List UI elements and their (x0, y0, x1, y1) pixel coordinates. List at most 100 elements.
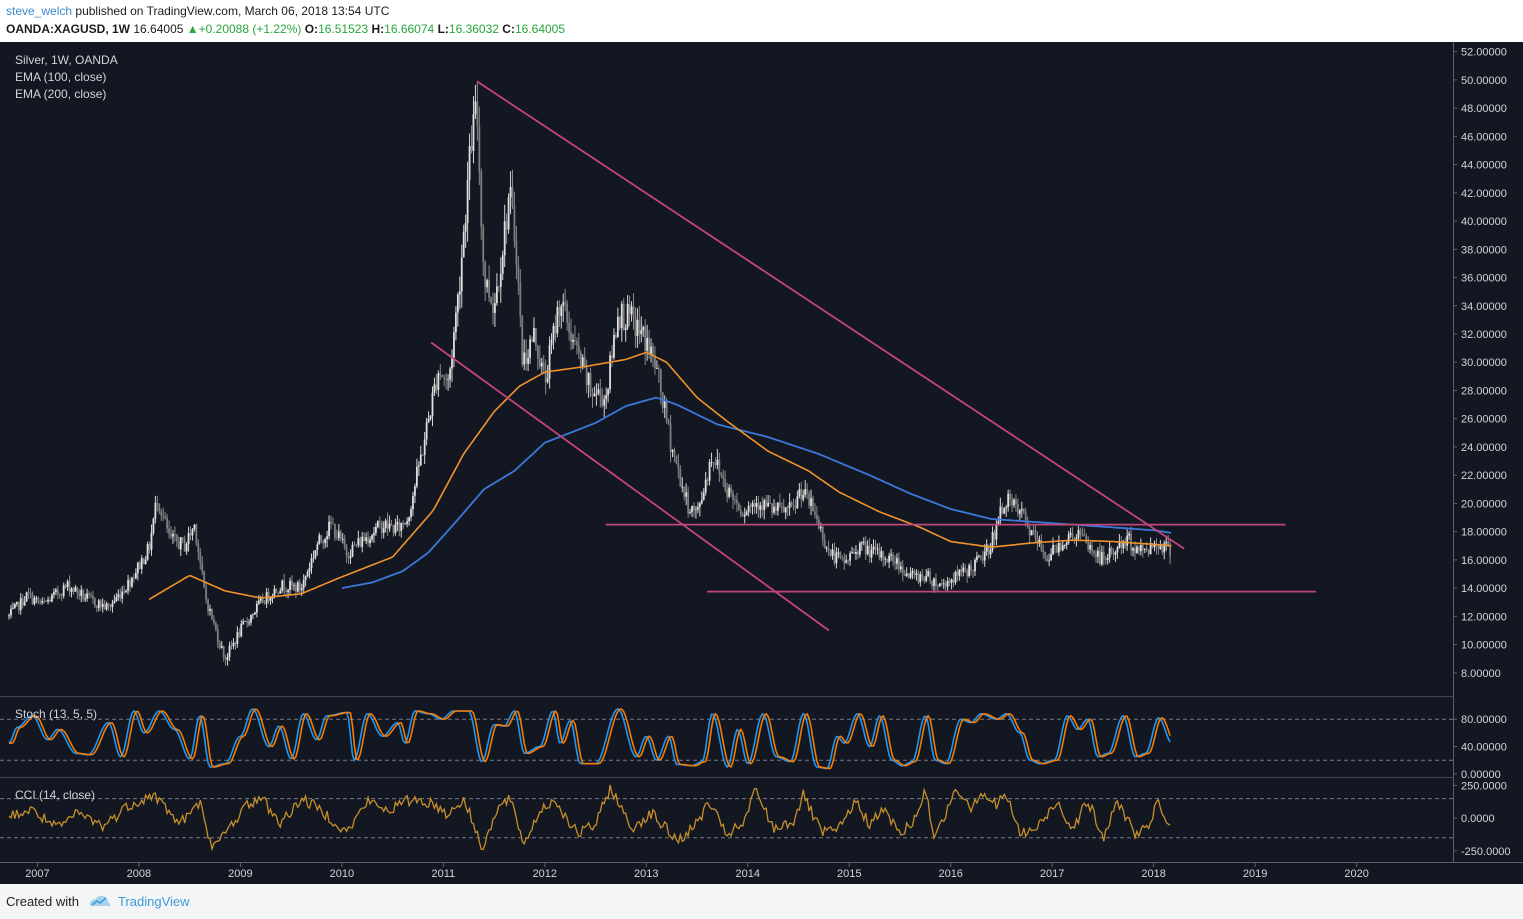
price-tick-label: 40.00000 (1461, 216, 1507, 228)
candle-body (261, 596, 264, 603)
candle-body (84, 598, 87, 600)
open-label: O: (304, 22, 319, 36)
cci-pane[interactable] (0, 784, 1453, 852)
candle-body (1034, 530, 1037, 538)
candle-body (792, 505, 795, 506)
candle-body (45, 601, 48, 603)
candle-body (773, 506, 775, 513)
candle-body (505, 221, 508, 230)
candle-body (92, 596, 94, 599)
ema100-line (148, 351, 1172, 601)
candle-body (232, 642, 235, 647)
candle-body (1161, 544, 1164, 553)
tradingview-link[interactable]: TradingView (118, 894, 190, 909)
trendline[interactable] (430, 341, 830, 632)
candle-body (103, 603, 106, 610)
candle-body (896, 557, 898, 564)
candle-body (494, 303, 496, 313)
candle-body (747, 505, 750, 512)
candle-body (343, 538, 346, 547)
candle-body (400, 522, 403, 531)
stoch-pane[interactable] (0, 707, 1453, 770)
candle-body (433, 384, 436, 393)
candle-body (1093, 551, 1095, 554)
candle-body (536, 345, 539, 359)
candle-body (384, 520, 387, 529)
candle-body (488, 280, 490, 298)
candle-body (443, 377, 446, 379)
candle-body (277, 592, 280, 594)
candle-body (429, 415, 432, 419)
candle-body (710, 462, 713, 463)
candle-body (974, 559, 976, 572)
candle-body (511, 187, 514, 206)
candle-body (1143, 548, 1146, 550)
candle-body (550, 339, 553, 345)
candle-body (771, 503, 773, 513)
candle-body (1075, 538, 1078, 540)
candle-body (82, 589, 85, 599)
candle-body (833, 549, 836, 564)
candle-body (1020, 508, 1023, 511)
candle-body (49, 599, 51, 602)
candle-body (35, 597, 38, 599)
candle-body (665, 400, 668, 422)
candle-body (23, 601, 26, 606)
candle-body (880, 551, 883, 558)
candle-body (695, 509, 697, 511)
author-link[interactable]: steve_welch (6, 4, 73, 18)
candle-body (839, 552, 842, 558)
candle-body (406, 521, 409, 524)
candle-body (517, 264, 520, 283)
candle-body (784, 507, 787, 513)
candle-body (1089, 545, 1092, 550)
candle-body (814, 511, 816, 515)
chart-header: steve_welch published on TradingView.com… (0, 0, 1523, 44)
candle-body (759, 505, 762, 510)
candle-body (509, 187, 512, 198)
candle-body (230, 645, 233, 647)
candle-body (521, 315, 524, 365)
candle-body (392, 525, 395, 534)
candle-body (17, 601, 20, 611)
candle-body (542, 362, 545, 371)
candle-body (347, 555, 350, 559)
candle-body (455, 312, 457, 333)
price-pane[interactable] (8, 80, 1317, 666)
candle-body (263, 602, 266, 604)
candle-body (903, 574, 906, 576)
candle-body (68, 581, 71, 592)
stoch-tick-label: 40.00000 (1461, 742, 1507, 754)
candle-body (976, 556, 978, 560)
candle-body (1141, 545, 1144, 550)
candle-body (718, 459, 721, 474)
price-tick-label: 28.00000 (1461, 385, 1507, 397)
candle-body (572, 339, 574, 343)
candle-body (242, 621, 245, 624)
candle-body (361, 536, 364, 547)
candle-body (1015, 499, 1017, 504)
candle-body (294, 584, 297, 592)
candle-body (1134, 548, 1136, 554)
cci-tick-label: 250.0000 (1461, 781, 1507, 793)
candle-body (624, 327, 627, 331)
price-tick-label: 20.00000 (1461, 498, 1507, 510)
candle-body (1159, 544, 1162, 549)
candle-body (1098, 550, 1101, 565)
candle-body (829, 549, 832, 556)
candle-body (843, 557, 846, 563)
candle-body (776, 502, 779, 511)
trendline[interactable] (476, 80, 1185, 550)
candle-body (47, 599, 49, 602)
legend-title: Silver, 1W, OANDA (15, 53, 118, 67)
candle-body (972, 570, 974, 572)
candle-body (583, 357, 586, 366)
candle-body (93, 598, 96, 606)
candle-body (408, 517, 410, 522)
candle-body (460, 257, 463, 292)
candle-body (1112, 552, 1115, 555)
chart-area[interactable]: 8.00000 10.00000 12.00000 14.00000 16.00000 1… (0, 42, 1523, 884)
candle-body (154, 502, 157, 519)
candle-body (423, 439, 426, 455)
candle-body (737, 503, 740, 511)
